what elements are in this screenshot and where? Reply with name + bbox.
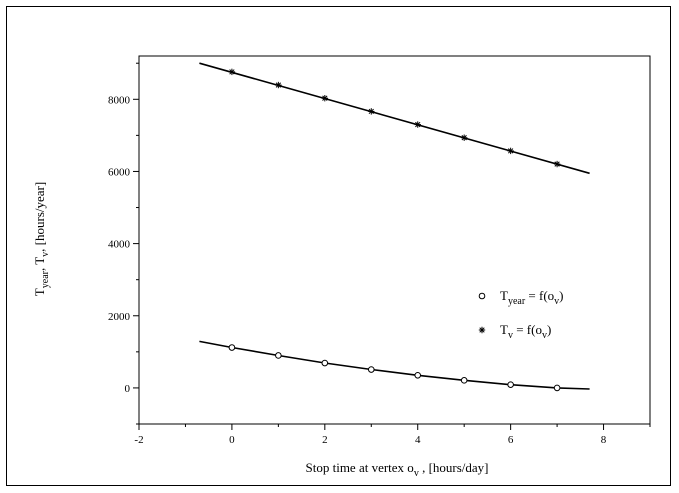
y-tick-label: 6000	[108, 166, 131, 178]
legend: Tyear = f(ov) Tv = f(ov)	[478, 288, 564, 341]
data-point-tyear	[228, 344, 236, 351]
x-tick-label: -2	[134, 434, 143, 446]
legend-marker-asterisk	[478, 326, 486, 334]
data-markers	[228, 68, 561, 392]
x-axis-label: Stop time at vertex ov , [hours/day]	[306, 460, 489, 479]
data-point-tv	[553, 160, 561, 168]
data-point-tyear	[460, 377, 468, 384]
x-tick-label: 4	[415, 434, 421, 446]
data-point-tv	[368, 108, 375, 115]
y-tick-label: 8000	[108, 94, 131, 106]
data-point-tv	[414, 121, 421, 128]
data-point-tv	[460, 134, 468, 141]
data-point-tyear	[507, 381, 514, 388]
x-tick-label: 0	[229, 434, 235, 446]
legend-asterisk-glyph	[478, 326, 486, 334]
x-tick-label: 2	[322, 434, 328, 446]
x-tick-label: 6	[508, 434, 514, 446]
data-point-tv	[507, 147, 514, 155]
plot-area-border	[138, 55, 651, 425]
y-tick-label: 2000	[108, 311, 131, 323]
x-tick-label: 8	[601, 434, 607, 446]
legend-entry-tyear: Tyear = f(ov)	[500, 288, 564, 307]
legend-entry-tv: Tv = f(ov)	[500, 322, 551, 341]
data-point-tyear	[414, 371, 422, 379]
data-point-tv	[275, 81, 282, 89]
fit-line-tyear	[199, 340, 590, 390]
chart-frame	[6, 6, 671, 486]
data-point-tyear	[553, 384, 561, 392]
fit-line-tv	[199, 62, 590, 175]
y-tick-label: 4000	[108, 239, 131, 251]
data-point-tyear	[321, 359, 329, 367]
data-point-tv	[228, 68, 236, 76]
y-axis-ticks: 0 2000 4000 6000 8000	[108, 62, 139, 425]
legend-marker-circle	[478, 292, 486, 300]
y-axis-label: Tyear, Tv, [hours/year]	[32, 182, 51, 296]
data-point-tyear	[367, 366, 375, 373]
data-point-tyear	[275, 352, 282, 359]
data-point-tv	[321, 95, 329, 102]
y-tick-label: 0	[125, 383, 131, 395]
fit-lines	[199, 62, 590, 390]
x-axis-ticks: -2 0 2 4 6 8	[134, 424, 651, 446]
